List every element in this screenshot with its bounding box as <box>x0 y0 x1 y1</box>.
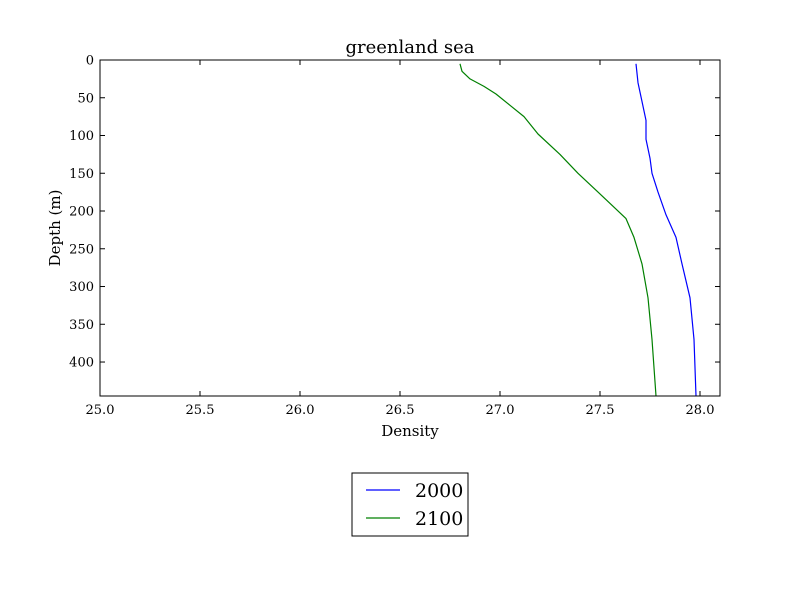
x-axis: 25.0 25.5 26.0 26.5 27.0 27.5 28.0 <box>86 60 715 418</box>
x-tick-label: 25.0 <box>86 403 115 418</box>
series-line-2000 <box>635 63 697 397</box>
x-tick-label: 25.5 <box>186 403 215 418</box>
y-tick-label: 300 <box>69 280 94 295</box>
y-axis-label: Depth (m) <box>46 190 64 267</box>
y-tick-label: 150 <box>69 167 94 182</box>
y-tick-label: 250 <box>69 242 94 257</box>
x-tick-label: 27.5 <box>586 403 615 418</box>
legend: 2000 2100 <box>351 472 469 537</box>
legend-label-2000: 2000 <box>415 480 463 502</box>
y-tick-label: 100 <box>69 129 94 144</box>
y-tick-label: 0 <box>86 54 94 69</box>
y-tick-label: 350 <box>69 318 94 333</box>
series-line-2100 <box>459 63 657 397</box>
plot-area <box>99 59 721 397</box>
y-axis: 0 50 100 150 200 250 300 350 400 <box>69 54 720 371</box>
x-tick-label: 26.0 <box>286 403 315 418</box>
y-tick-label: 400 <box>69 356 94 371</box>
series-layer <box>459 63 697 397</box>
x-axis-label: Density <box>381 422 439 440</box>
x-tick-label: 26.5 <box>386 403 415 418</box>
x-tick-label: 28.0 <box>686 403 715 418</box>
legend-label-2100: 2100 <box>415 508 463 530</box>
y-tick-label: 200 <box>69 205 94 220</box>
chart-title: greenland sea <box>346 37 475 58</box>
legend-box <box>351 472 469 537</box>
x-tick-label: 27.0 <box>486 403 515 418</box>
y-tick-label: 50 <box>77 91 94 106</box>
